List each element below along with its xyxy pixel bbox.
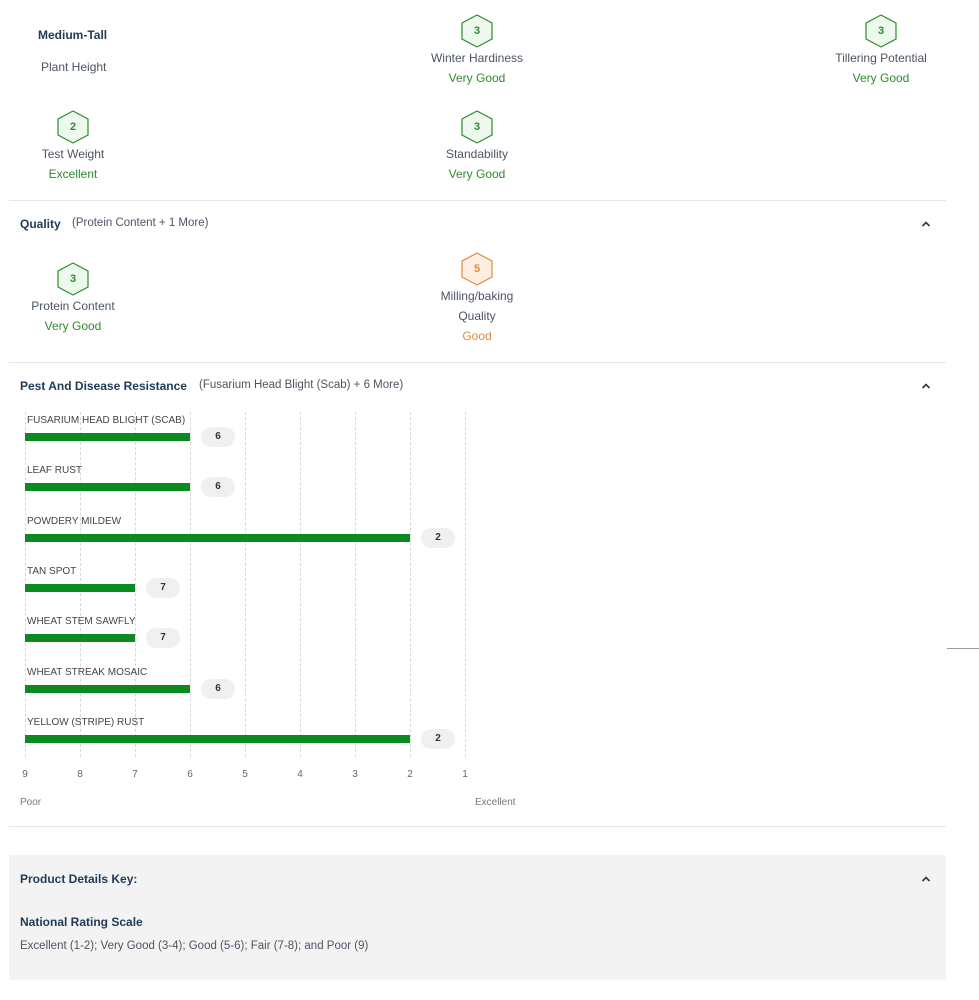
resistance-bar — [25, 483, 190, 492]
milling-baking-score: 5 — [473, 263, 481, 275]
chart-gridline — [410, 412, 411, 757]
standability-score: 3 — [473, 121, 481, 133]
quality-collapse-chevron-up-icon[interactable] — [919, 217, 933, 231]
tillering-potential-rating: Very Good — [852, 71, 910, 85]
test-weight-score: 2 — [69, 121, 77, 133]
winter-hardiness-rating: Very Good — [448, 71, 506, 85]
milling-baking-rating: Good — [462, 329, 492, 343]
bar-category-label: YELLOW (STRIPE) RUST — [27, 716, 145, 728]
quality-section-title[interactable]: Quality — [20, 217, 61, 231]
pest-collapse-chevron-up-icon[interactable] — [919, 379, 933, 393]
resistance-bar — [25, 533, 410, 542]
milling-baking-hex-icon: 5 — [459, 251, 495, 287]
resistance-bar — [25, 734, 410, 743]
national-rating-scale-text: Excellent (1-2); Very Good (3-4); Good (… — [20, 940, 369, 952]
chart-gridline — [355, 412, 356, 757]
chart-gridline — [190, 412, 191, 757]
bar-value-label: 6 — [201, 427, 235, 447]
x-tick-label: 8 — [77, 769, 83, 780]
product-details-key-panel: Product Details Key: National Rating Sca… — [9, 855, 946, 980]
bar-value-label: 7 — [146, 628, 180, 649]
bar-category-label: POWDERY MILDEW — [27, 515, 122, 527]
winter-hardiness-score: 3 — [473, 25, 481, 37]
chart-gridline — [25, 412, 26, 757]
key-collapse-chevron-up-icon[interactable] — [919, 872, 933, 886]
x-axis-min-label: Poor — [20, 797, 42, 808]
tillering-potential-label: Tillering Potential — [835, 51, 927, 65]
chart-gridline — [465, 412, 466, 757]
standability-label: Standability — [445, 147, 509, 161]
tillering-potential-hex-icon: 3 — [863, 13, 899, 49]
divider — [9, 200, 946, 201]
milling-baking-label-line1: Milling/baking — [440, 289, 514, 303]
pest-section-subtitle: (Fusarium Head Blight (Scab) + 6 More) — [199, 379, 404, 391]
x-tick-label: 6 — [187, 769, 193, 780]
divider — [9, 826, 946, 827]
bar-value-label: 2 — [421, 728, 455, 749]
bar-category-label: TAN SPOT — [27, 565, 77, 577]
pest-section-title[interactable]: Pest And Disease Resistance — [20, 379, 187, 393]
x-tick-label: 5 — [242, 769, 248, 780]
bar-value-label: 6 — [201, 678, 235, 699]
side-line — [947, 648, 979, 649]
bar-category-label: WHEAT STEM SAWFLY — [27, 616, 136, 628]
chart-gridline — [135, 412, 136, 757]
bar-value-label: 6 — [201, 477, 235, 498]
resistance-bar — [25, 684, 190, 693]
national-rating-scale-title: National Rating Scale — [20, 915, 143, 929]
tillering-potential-score: 3 — [877, 25, 885, 37]
resistance-bar — [25, 634, 135, 643]
protein-content-score: 3 — [69, 273, 77, 285]
standability-rating: Very Good — [448, 167, 506, 181]
bar-category-label: FUSARIUM HEAD BLIGHT (SCAB) — [27, 415, 186, 426]
resistance-bar — [25, 583, 135, 592]
test-weight-hex-icon: 2 — [55, 109, 91, 145]
x-tick-label: 9 — [22, 769, 28, 780]
standability-hex-icon: 3 — [459, 109, 495, 145]
test-weight-rating: Excellent — [48, 167, 98, 181]
x-tick-label: 4 — [297, 769, 303, 780]
chart-gridline — [300, 412, 301, 757]
milling-baking-label-line2: Quality — [458, 309, 496, 323]
plant-height-label: Plant Height — [41, 60, 107, 74]
x-tick-label: 2 — [407, 769, 413, 780]
plant-height-value: Medium-Tall — [38, 28, 108, 42]
key-title[interactable]: Product Details Key: — [20, 872, 138, 886]
bar-value-label: 2 — [421, 527, 455, 548]
protein-content-hex-icon: 3 — [55, 261, 91, 297]
protein-content-rating: Very Good — [44, 319, 102, 333]
bar-value-label: 7 — [146, 577, 180, 598]
chart-gridline — [80, 412, 81, 757]
chart-gridline — [245, 412, 246, 757]
winter-hardiness-label: Winter Hardiness — [430, 51, 524, 65]
x-tick-label: 3 — [352, 769, 358, 780]
test-weight-label: Test Weight — [41, 147, 105, 161]
x-tick-label: 1 — [462, 769, 468, 780]
divider — [9, 362, 946, 363]
protein-content-label: Protein Content — [31, 299, 115, 313]
quality-section-subtitle: (Protein Content + 1 More) — [72, 217, 209, 229]
x-tick-label: 7 — [132, 769, 138, 780]
bar-category-label: LEAF RUST — [27, 465, 83, 477]
resistance-bar — [25, 433, 190, 441]
winter-hardiness-hex-icon: 3 — [459, 13, 495, 49]
x-axis-max-label: Excellent — [475, 797, 516, 808]
bar-category-label: WHEAT STREAK MOSAIC — [27, 666, 148, 678]
